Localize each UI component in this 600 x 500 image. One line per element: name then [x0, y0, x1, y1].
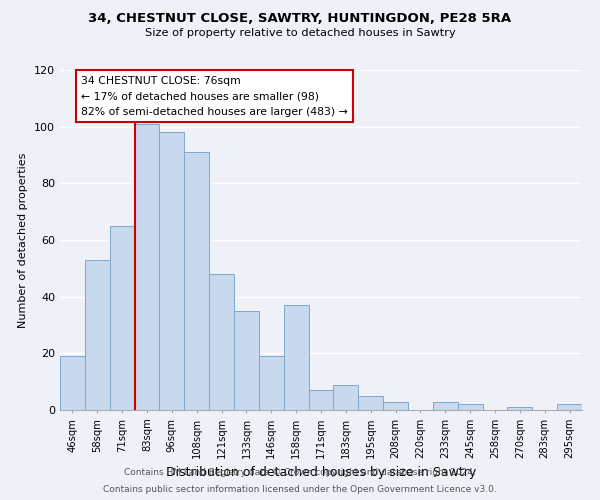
Bar	[184, 152, 209, 410]
Bar	[259, 356, 284, 410]
X-axis label: Distribution of detached houses by size in Sawtry: Distribution of detached houses by size …	[166, 466, 476, 479]
Bar	[557, 404, 582, 410]
Text: 34, CHESTNUT CLOSE, SAWTRY, HUNTINGDON, PE28 5RA: 34, CHESTNUT CLOSE, SAWTRY, HUNTINGDON, …	[88, 12, 512, 26]
Bar	[334, 384, 358, 410]
Bar	[358, 396, 383, 410]
Bar	[284, 305, 308, 410]
Bar	[234, 311, 259, 410]
Bar	[85, 260, 110, 410]
Text: Contains public sector information licensed under the Open Government Licence v3: Contains public sector information licen…	[103, 485, 497, 494]
Text: 34 CHESTNUT CLOSE: 76sqm
← 17% of detached houses are smaller (98)
82% of semi-d: 34 CHESTNUT CLOSE: 76sqm ← 17% of detach…	[81, 76, 348, 117]
Bar	[209, 274, 234, 410]
Bar	[433, 402, 458, 410]
Bar	[134, 124, 160, 410]
Bar	[383, 402, 408, 410]
Bar	[60, 356, 85, 410]
Y-axis label: Number of detached properties: Number of detached properties	[19, 152, 28, 328]
Bar	[110, 226, 134, 410]
Text: Contains HM Land Registry data © Crown copyright and database right 2024.: Contains HM Land Registry data © Crown c…	[124, 468, 476, 477]
Bar	[458, 404, 482, 410]
Bar	[508, 407, 532, 410]
Bar	[308, 390, 334, 410]
Bar	[160, 132, 184, 410]
Text: Size of property relative to detached houses in Sawtry: Size of property relative to detached ho…	[145, 28, 455, 38]
